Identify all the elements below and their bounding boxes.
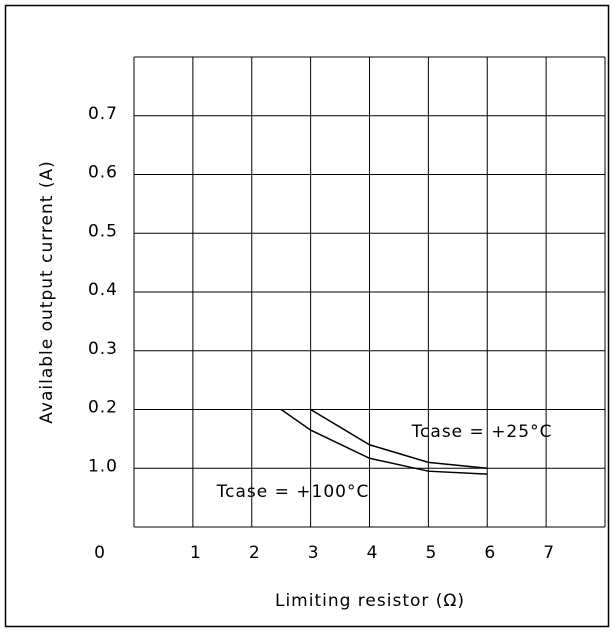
y-tick-label: 0.7 [88,104,118,124]
y-tick-label: 0.2 [88,398,118,418]
y-tick-label: 0.5 [88,221,118,241]
curve-label: Tcase = +25°C [411,422,553,442]
x-tick-label: 6 [484,543,496,563]
x-axis-title: Limiting resistor (Ω) [275,591,465,611]
y-tick-label: 1.0 [88,456,118,476]
y-tick-label: 0.6 [88,163,118,183]
curve [280,408,488,475]
curve [310,408,488,469]
curve-label: Tcase = +100°C [216,482,370,502]
outer-border [4,4,610,628]
x-tick-label: 5 [425,543,437,563]
x-tick-label: 2 [249,543,261,563]
x-tick-label: 0 [94,543,106,563]
x-tick-label: 1 [190,543,202,563]
x-tick-label: 4 [367,543,379,563]
y-tick-label: 0.3 [88,339,118,359]
y-axis-title: Available output current (A) [37,160,57,423]
y-tick-label: 0.4 [88,280,118,300]
x-tick-label: 7 [543,543,555,563]
x-tick-label: 3 [308,543,320,563]
